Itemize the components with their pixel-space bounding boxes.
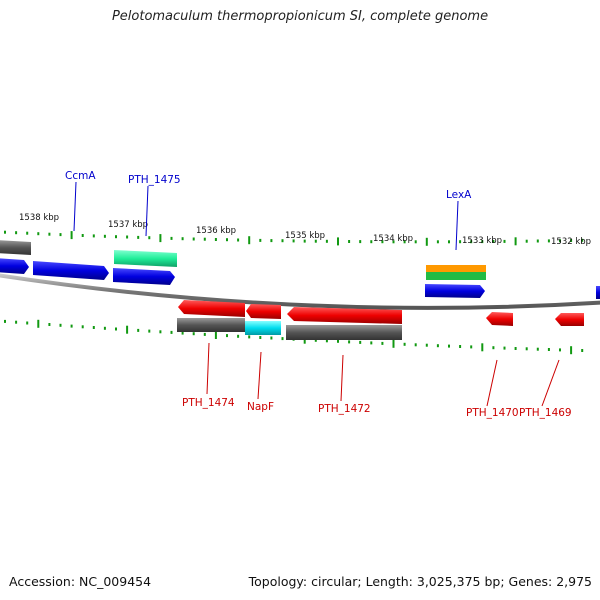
map-title: Pelotomaculum thermopropionicum SI, comp… [111, 9, 489, 24]
scale-label-1533: 1533 kbp [462, 236, 502, 246]
gene-napf-cyan[interactable] [245, 321, 281, 335]
scale-label-1537: 1537 kbp [108, 220, 148, 230]
gene-label-ccma[interactable]: CcmA [65, 170, 96, 182]
gene-feature-blue-right[interactable] [596, 286, 600, 299]
gene-pth-1469[interactable] [555, 313, 584, 326]
scale-label-1536: 1536 kbp [196, 226, 236, 236]
leaders-forward [73, 181, 459, 251]
scale-ticks-top [4, 230, 584, 246]
gene-pth-1470[interactable] [486, 312, 513, 326]
gene-feature-blue-left[interactable] [0, 258, 29, 274]
gene-pth-1472-gray[interactable] [286, 325, 402, 340]
scale-label-1534: 1534 kbp [373, 234, 413, 244]
gene-ccma[interactable] [33, 261, 109, 280]
gene-label-pth-1470[interactable]: PTH_1470 [466, 407, 519, 419]
gene-label-pth-1472[interactable]: PTH_1472 [318, 403, 371, 415]
leaders-reverse [206, 342, 560, 407]
gene-feature-gray-left[interactable] [0, 240, 31, 255]
scale-ticks-bottom [4, 319, 584, 355]
gene-lexa[interactable] [425, 284, 485, 298]
accession-text: Accession: NC_009454 [9, 574, 152, 589]
topology-summary: Topology: circular; Length: 3,025,375 bp… [248, 574, 592, 589]
gene-label-napf[interactable]: NapF [247, 401, 274, 413]
gene-napf-red[interactable] [246, 304, 281, 319]
gene-pth-1474-gray[interactable] [177, 318, 245, 332]
gene-lexa-orange[interactable] [426, 265, 486, 272]
gene-pth-1474-red[interactable] [178, 300, 245, 317]
gene-pth-1472-red[interactable] [287, 307, 402, 324]
gene-label-pth-1469[interactable]: PTH_1469 [519, 407, 572, 419]
scale-label-1532: 1532 kbp [551, 237, 591, 247]
gene-lexa-green[interactable] [426, 272, 486, 280]
scale-label-1535: 1535 kbp [285, 231, 325, 241]
gene-pth-1475-green[interactable] [114, 250, 177, 267]
gene-label-pth-1474[interactable]: PTH_1474 [182, 397, 235, 409]
gene-pth-1475-blue[interactable] [113, 268, 175, 285]
genome-backbone [0, 273, 600, 310]
gene-label-pth-1475[interactable]: PTH_1475 [128, 174, 181, 186]
gene-label-lexa[interactable]: LexA [446, 189, 472, 201]
scale-label-1538: 1538 kbp [19, 213, 59, 223]
